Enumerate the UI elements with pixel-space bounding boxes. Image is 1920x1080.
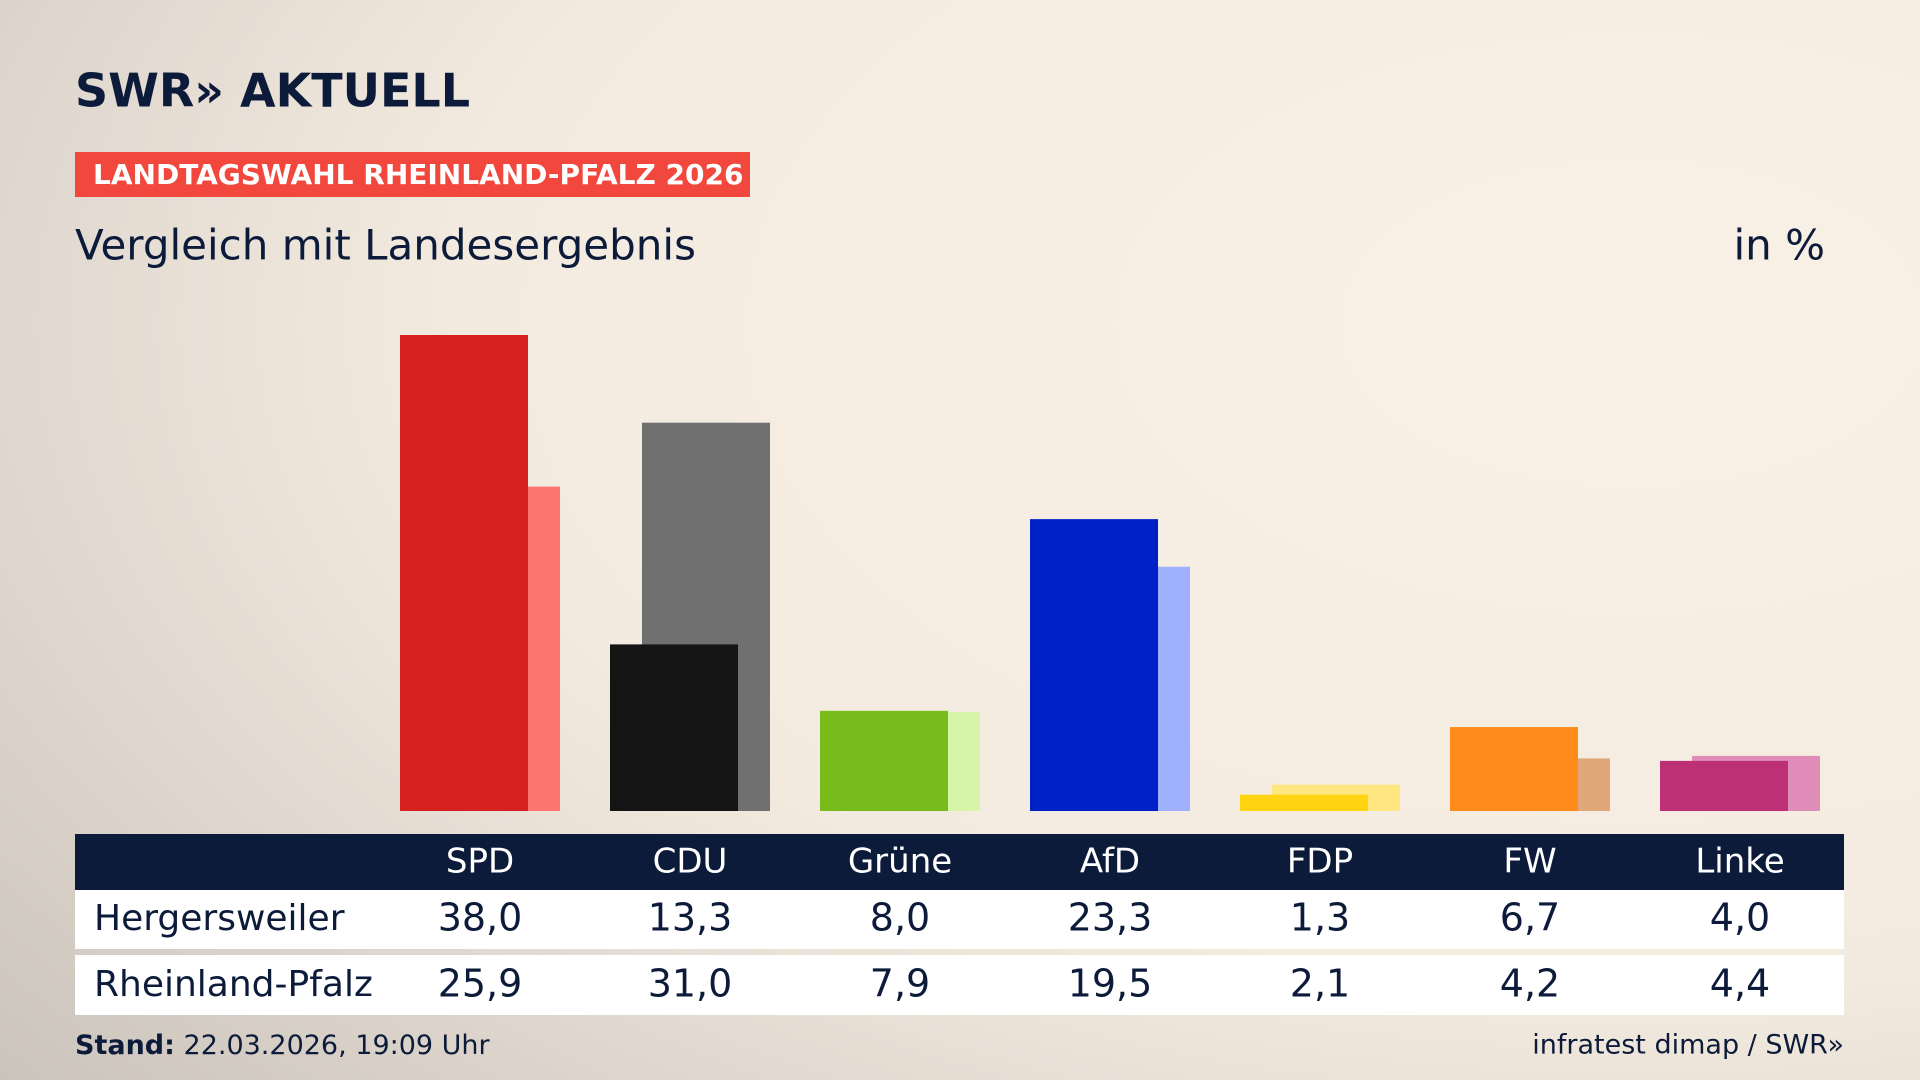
value-label: 2,1: [1290, 962, 1350, 1006]
value-label: 38,0: [438, 896, 523, 940]
value-label: 1,3: [1290, 896, 1350, 940]
bar: [1660, 760, 1788, 811]
row-label: Rheinland-Pfalz: [94, 964, 373, 1005]
stand: 22.03.2026, 19:09 Uhr: [184, 1030, 491, 1061]
brand: SWR» AKTUELL: [75, 64, 470, 118]
bar: [1030, 519, 1158, 811]
chart-title: Vergleich mit Landesergebnis: [75, 221, 696, 270]
value-label: 23,3: [1068, 896, 1153, 940]
value-label: 19,5: [1068, 962, 1153, 1006]
bar: [1240, 794, 1368, 811]
value-label: 31,0: [648, 962, 733, 1006]
table-header: [75, 834, 1844, 890]
stand-label: Stand:: [75, 1030, 175, 1061]
bar: [820, 710, 948, 811]
category-label: CDU: [653, 842, 728, 882]
tag: LANDTAGSWAHL RHEINLAND-PFALZ 2026: [93, 158, 743, 191]
category-label: SPD: [446, 842, 514, 882]
table-row: [75, 955, 1844, 1015]
bar: [610, 644, 738, 811]
footer: Stand: 22.03.2026, 19:09 Uhr: [75, 1030, 491, 1061]
value-label: 25,9: [438, 962, 523, 1006]
value-label: 4,0: [1710, 896, 1770, 940]
source: infratest dimap / SWR»: [1532, 1030, 1844, 1061]
value-label: 13,3: [648, 896, 733, 940]
tag-box: [75, 152, 750, 197]
category-label: AfD: [1080, 842, 1140, 882]
bar: [400, 335, 528, 811]
table-row: [75, 890, 1844, 949]
category-label: FW: [1503, 842, 1556, 882]
value-label: 4,4: [1710, 962, 1770, 1006]
bar: [1450, 727, 1578, 811]
value-label: 8,0: [870, 896, 930, 940]
row-label: Hergersweiler: [94, 898, 345, 939]
value-label: 6,7: [1500, 896, 1560, 940]
category-label: Grüne: [848, 842, 952, 882]
category-label: Linke: [1695, 842, 1784, 882]
unit: in %: [1733, 221, 1825, 270]
value-label: 4,2: [1500, 962, 1560, 1006]
value-label: 7,9: [870, 962, 930, 1006]
category-label: FDP: [1287, 842, 1353, 882]
